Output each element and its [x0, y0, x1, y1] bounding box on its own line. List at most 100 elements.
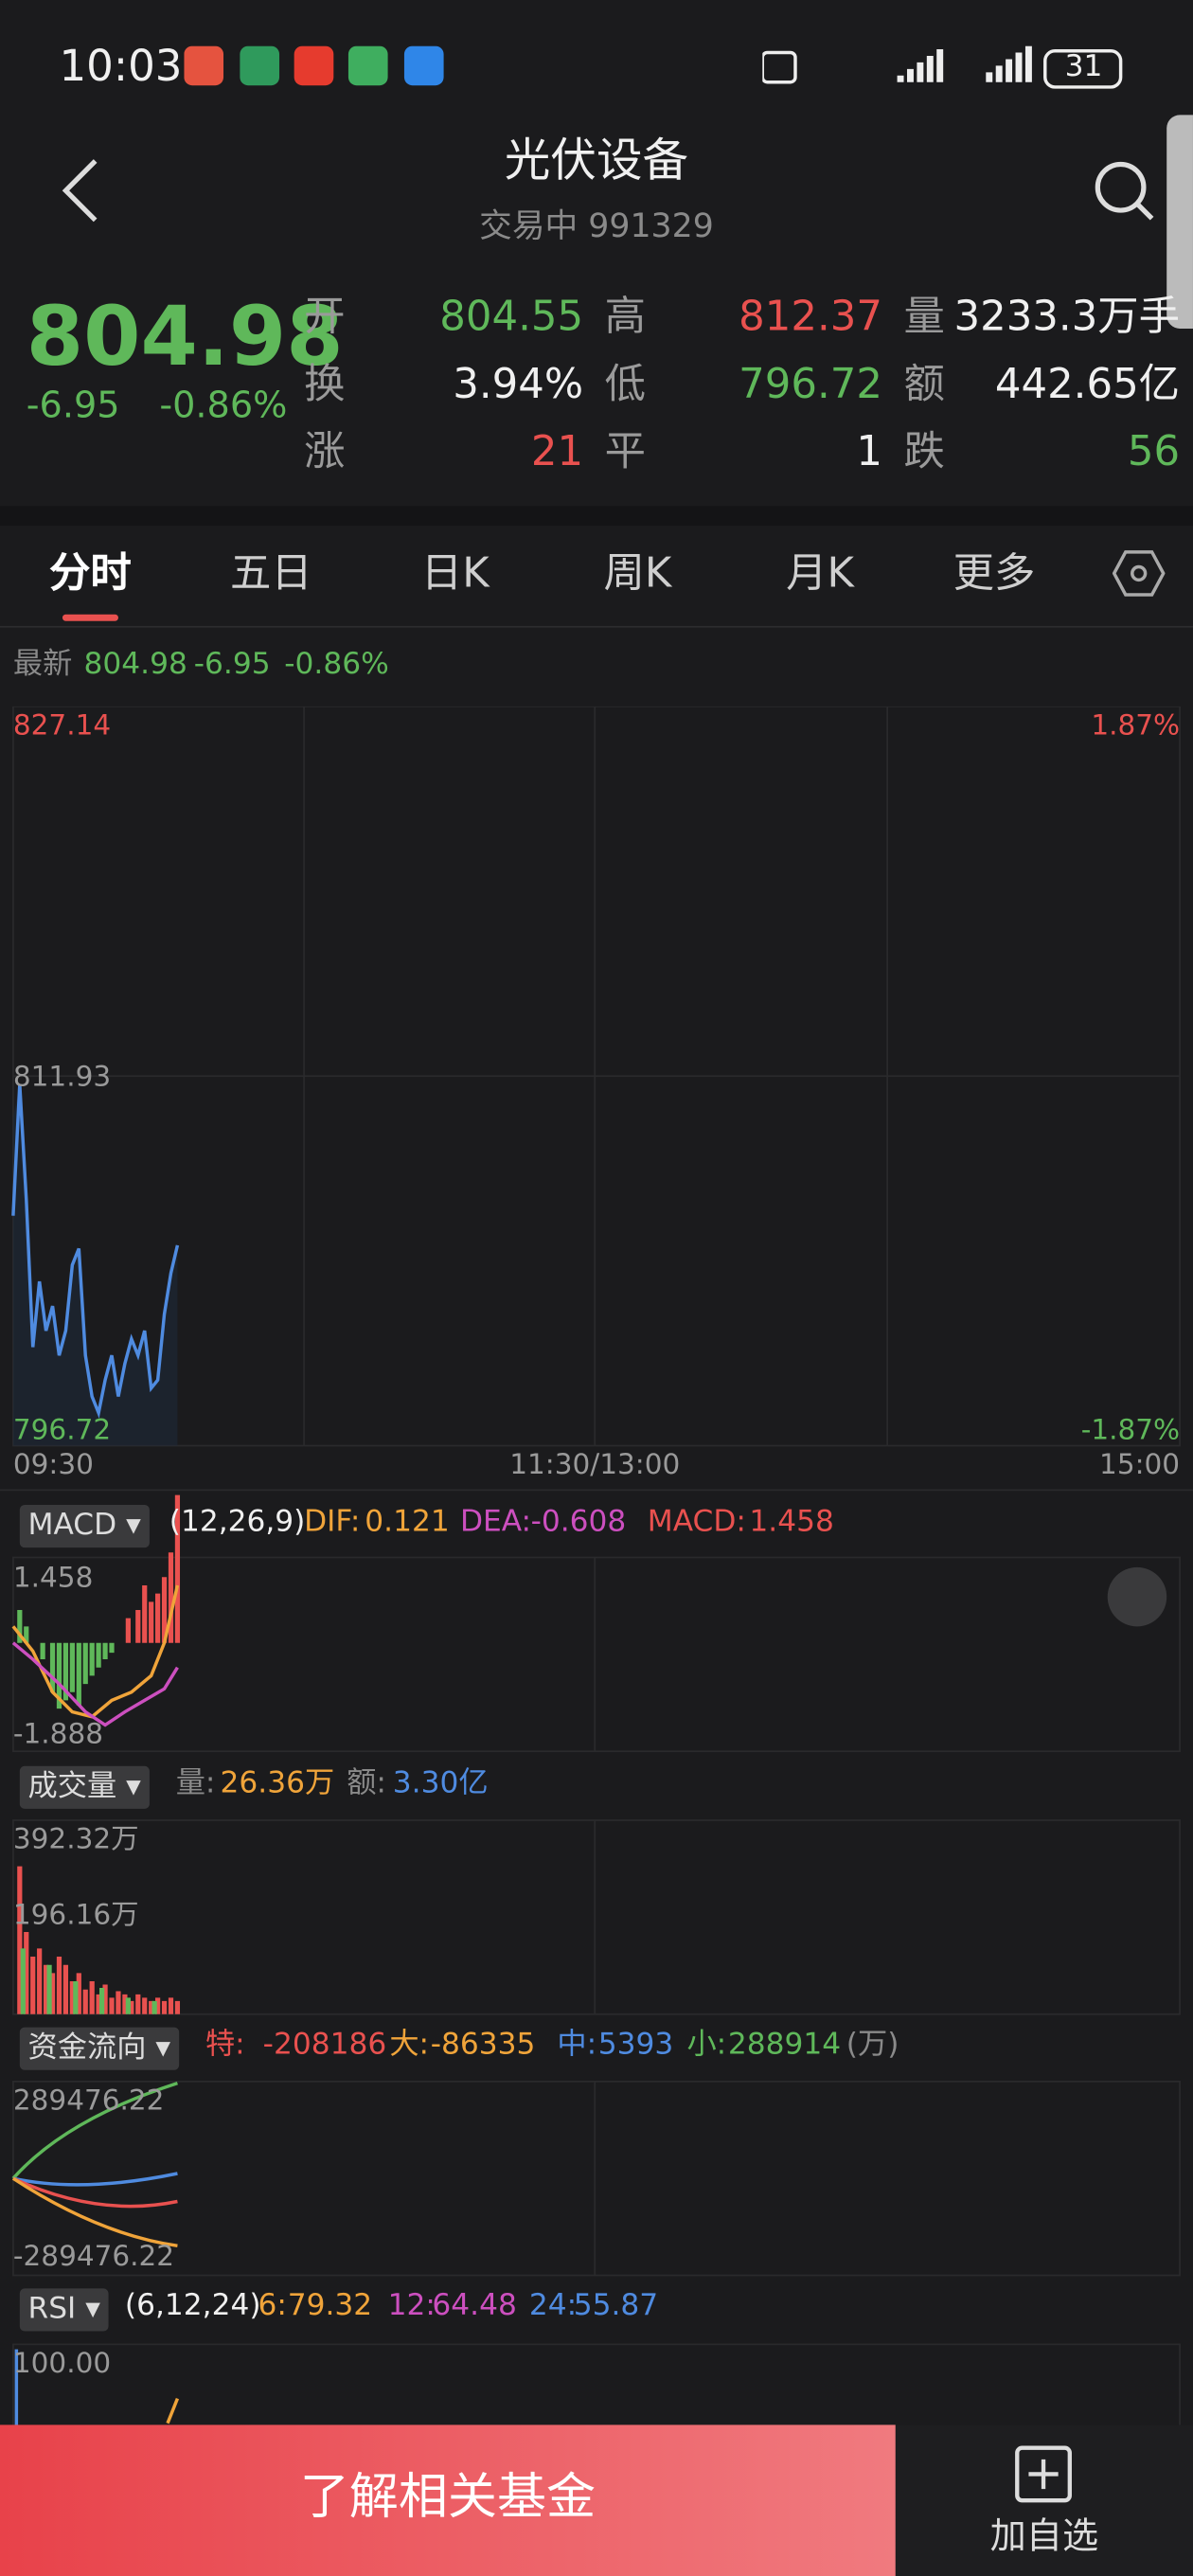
- vol-axis-mid: 196.16万: [12, 1899, 139, 1933]
- indicator-selector[interactable]: 成交量 ▾: [19, 1765, 150, 1809]
- rsi-label: 6:: [258, 2288, 287, 2323]
- rsi-value: 55.87: [573, 2288, 659, 2323]
- x-label: 11:30/13:00: [509, 1449, 681, 1482]
- latest-change: -6.95: [193, 647, 271, 682]
- latest-label: 最新: [12, 647, 73, 682]
- back-button[interactable]: [59, 158, 108, 224]
- system-icons: [762, 45, 1123, 89]
- y-bottom-label: 796.72: [12, 1414, 112, 1448]
- stat-value: 3233.3万手: [953, 292, 1181, 341]
- flow-value: -86335: [430, 2027, 536, 2063]
- stat-value: 442.65亿: [994, 359, 1181, 408]
- rsi-params: (6,12,24): [124, 2288, 261, 2323]
- stat-label: 高: [604, 292, 647, 341]
- tab[interactable]: 月K: [786, 548, 854, 597]
- vol-axis-top: 392.32万: [12, 1823, 139, 1857]
- stat-label: 平: [604, 427, 647, 475]
- indicator-name: MACD: [27, 1508, 117, 1543]
- header-title: 光伏设备: [504, 133, 689, 188]
- macd-label: MACD:: [647, 1504, 746, 1540]
- header-subtitle: 交易中 991329: [479, 205, 714, 245]
- battery-level: 31: [1064, 49, 1103, 84]
- fund-button[interactable]: [0, 2424, 896, 2576]
- add-watchlist-label: 加自选: [989, 2516, 1099, 2558]
- tab[interactable]: 五日: [229, 548, 312, 597]
- rsi-value: 79.32: [287, 2288, 373, 2323]
- indicator-name: RSI: [27, 2291, 77, 2327]
- indicator-name: 资金流向: [27, 2030, 147, 2066]
- stat-label: 低: [604, 359, 647, 408]
- vol-value: 26.36万: [220, 1765, 335, 1801]
- stat-label: 额: [903, 359, 945, 408]
- stat-value: 3.94%: [453, 359, 584, 408]
- macd-value: 1.458: [749, 1504, 834, 1540]
- rsi-label: 24:: [528, 2288, 578, 2323]
- search-button[interactable]: [1091, 158, 1156, 224]
- flow-label: 大:: [389, 2027, 430, 2063]
- stat-value: 812.37: [739, 292, 882, 341]
- stat-value: 21: [530, 427, 584, 475]
- stat-label: 跌: [903, 427, 945, 475]
- scroll-handle: [1166, 115, 1193, 329]
- tab[interactable]: 分时: [49, 548, 132, 597]
- price: 804.98: [26, 289, 344, 385]
- flow-label: 中:: [557, 2027, 597, 2063]
- amount-value: 3.30亿: [392, 1765, 489, 1801]
- pct-top-label: 1.87%: [1091, 709, 1181, 743]
- indicator-selector[interactable]: RSI ▾: [19, 2288, 109, 2332]
- flow-value: 288914: [727, 2027, 842, 2063]
- flow-label: 小:: [686, 2027, 727, 2063]
- flow-value: -208186: [262, 2027, 387, 2063]
- fund-button-label: 了解相关基金: [299, 2469, 596, 2527]
- pct-bottom-label: -1.87%: [1080, 1414, 1181, 1448]
- tab-indicator: [62, 614, 118, 621]
- stat-value: 804.55: [439, 292, 584, 341]
- status-time: 10:03: [59, 43, 183, 93]
- amount-label: 额:: [347, 1765, 386, 1801]
- indicator-selector[interactable]: 资金流向 ▾: [19, 2027, 179, 2070]
- flow-axis-top: 289476.22: [12, 2084, 165, 2119]
- stat-label: 开: [304, 292, 346, 341]
- latest-price: 804.98: [83, 647, 187, 682]
- status-icons: [184, 45, 444, 86]
- separator: [0, 625, 1193, 628]
- settings-button[interactable]: [1112, 548, 1166, 598]
- expand-button[interactable]: [1107, 1566, 1167, 1627]
- change-pct: -0.86%: [159, 385, 288, 428]
- divider: [0, 506, 1193, 527]
- flow-value: 5393: [597, 2027, 674, 2063]
- tab[interactable]: 日K: [420, 548, 490, 597]
- stat-label: 换: [304, 359, 346, 408]
- indicator-name: 成交量: [27, 1769, 117, 1804]
- y-top-label: 827.14: [12, 709, 112, 743]
- dif-label: DIF:: [304, 1504, 361, 1540]
- flow-label: 特:: [205, 2027, 245, 2063]
- latest-change-pct: -0.86%: [284, 647, 389, 682]
- dea-label: DEA:: [459, 1504, 532, 1540]
- dea-value: -0.608: [530, 1504, 627, 1540]
- vol-label: 量:: [175, 1765, 216, 1801]
- indicator-selector[interactable]: MACD ▾: [19, 1504, 150, 1547]
- flow-unit: (万): [846, 2027, 899, 2063]
- change: -6.95: [26, 385, 120, 428]
- stat-value: 56: [1127, 427, 1181, 475]
- x-label: 09:30: [12, 1449, 94, 1482]
- x-label: 15:00: [1099, 1449, 1181, 1482]
- stat-label: 量: [903, 292, 945, 341]
- macd-axis-bottom: -1.888: [12, 1718, 104, 1752]
- stat-value: 796.72: [739, 359, 882, 408]
- tab[interactable]: 更多: [953, 548, 1036, 597]
- y-mid-label: 811.93: [12, 1061, 112, 1095]
- stat-label: 涨: [304, 427, 346, 475]
- rsi-value: 64.48: [432, 2288, 517, 2323]
- charts: [0, 706, 1193, 2432]
- add-icon: [1015, 2445, 1072, 2503]
- rsi-label: 12:: [387, 2288, 436, 2323]
- flow-axis-bottom: -289476.22: [12, 2241, 175, 2274]
- macd-axis-top: 1.458: [12, 1562, 94, 1596]
- tab[interactable]: 周K: [603, 548, 672, 597]
- dif-value: 0.121: [365, 1504, 450, 1540]
